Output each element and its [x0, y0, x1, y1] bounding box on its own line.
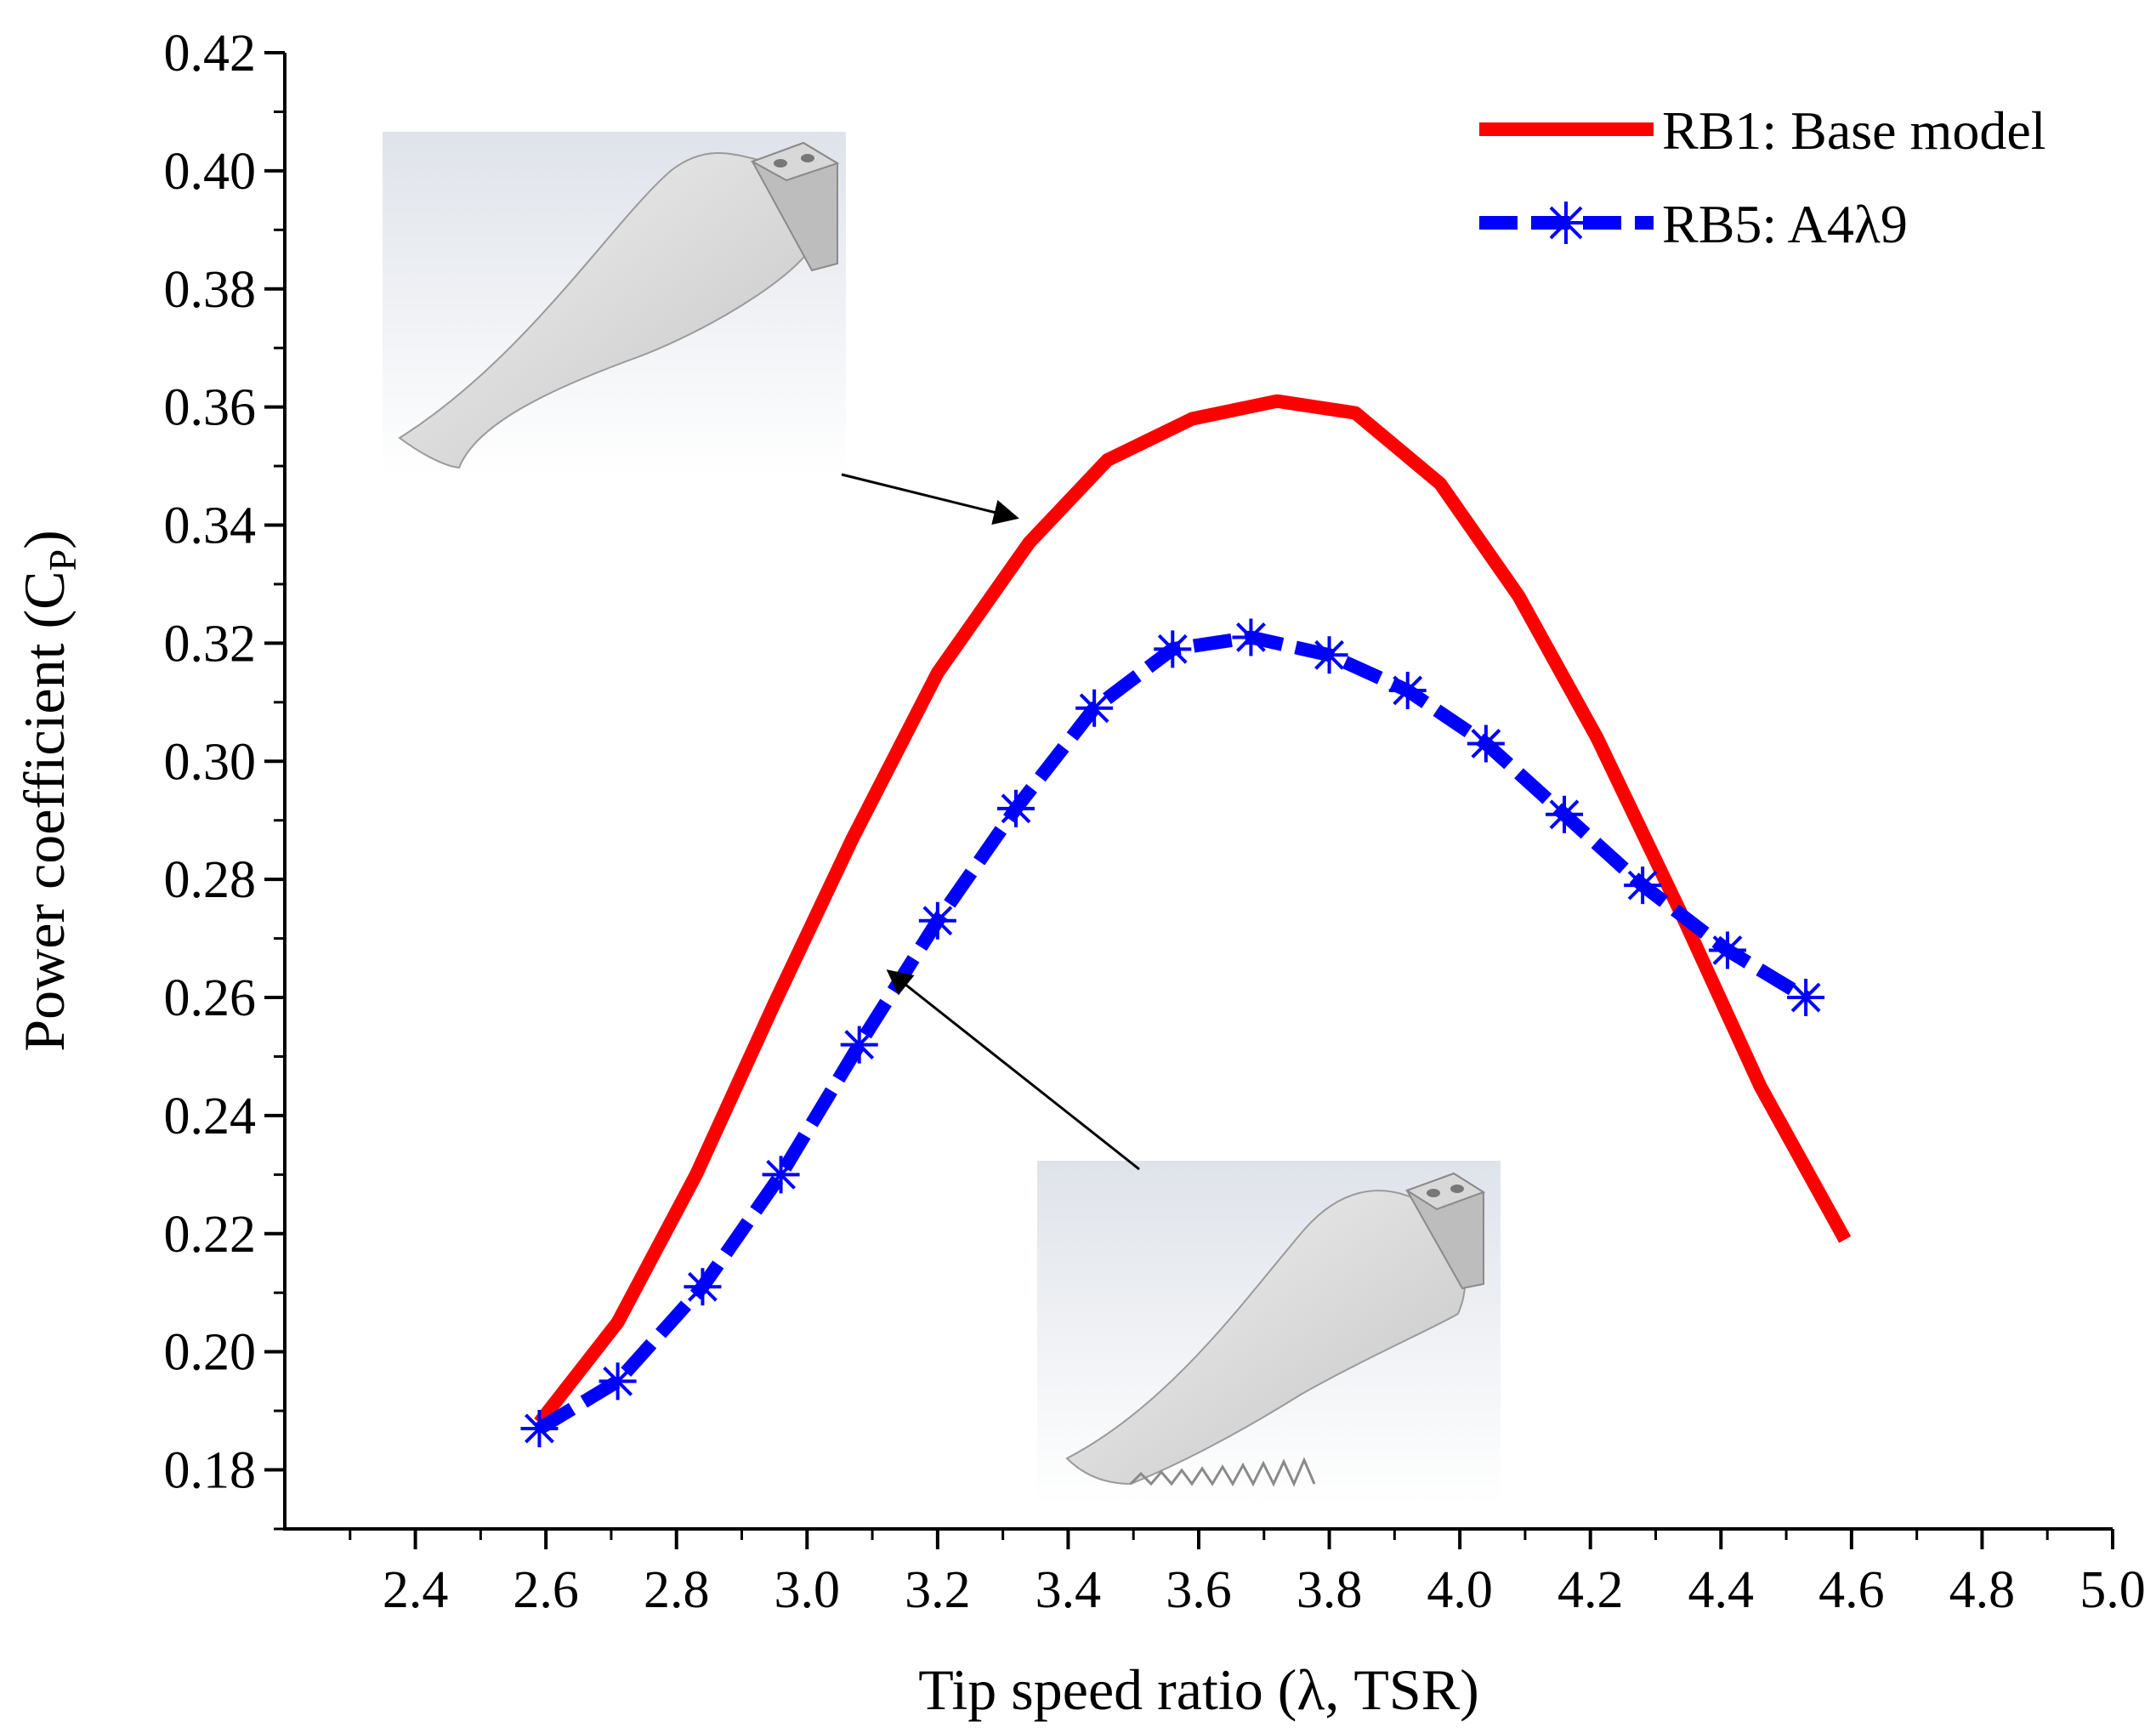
legend-marker-rb5: [1545, 202, 1587, 244]
data-point-rb5: [599, 1362, 637, 1401]
y-tick-label: 0.32: [164, 615, 257, 673]
y-tick-label: 0.26: [164, 969, 257, 1027]
legend-label-rb5: RB5: A4λ9: [1662, 194, 1908, 254]
series-layer: [520, 394, 1852, 1447]
base-blade-image: [383, 132, 846, 476]
x-tick-label: 5.0: [2079, 1561, 2146, 1619]
x-tick-label: 3.2: [905, 1561, 971, 1619]
data-point-rb5: [1310, 636, 1348, 674]
data-point-rb5: [1232, 618, 1270, 656]
data-point-rb5: [840, 1026, 878, 1064]
data-point-rb5: [684, 1268, 722, 1306]
x-tick-label: 3.8: [1296, 1561, 1363, 1619]
x-tick-label: 3.6: [1166, 1561, 1232, 1619]
data-point-rb5: [1708, 931, 1746, 969]
y-tick-label: 0.28: [164, 851, 257, 909]
data-point-rb5: [1787, 979, 1825, 1017]
data-point-rb5: [1546, 795, 1583, 833]
tubercle-blade-arrow: [886, 969, 1140, 1171]
y-tick-label: 0.18: [164, 1442, 257, 1500]
x-tick-label: 4.0: [1427, 1561, 1493, 1619]
axes: 0.18 0.20 0.22 0.24 0.26 0.28 0.30 0.32 0.34 0.36…: [164, 25, 2146, 1619]
y-tick-label: 0.36: [164, 379, 257, 437]
x-tick-label: 2.6: [513, 1561, 579, 1619]
x-tick-label: 2.4: [383, 1561, 449, 1619]
legend: RB1: Base model RB5: A4λ9: [1479, 100, 2046, 254]
y-tick-label: 0.34: [164, 497, 257, 555]
y-tick-label: 0.30: [164, 733, 257, 791]
data-point-rb5: [1624, 866, 1662, 905]
y-tick-label: 0.40: [164, 143, 257, 201]
tubercle-blade-image: [1037, 1161, 1501, 1505]
x-tick-label: 2.8: [644, 1561, 710, 1619]
x-tick-label: 4.8: [1949, 1561, 2016, 1619]
data-point-rb5: [1154, 630, 1192, 668]
y-axis-title: Power coefficient (CP): [12, 530, 84, 1051]
data-point-rb5: [997, 789, 1035, 827]
data-point-rb5: [1075, 689, 1114, 727]
data-point-rb5: [1467, 724, 1505, 763]
y-tick-label: 0.22: [164, 1206, 257, 1264]
base-blade-arrow: [841, 473, 1019, 526]
legend-label-rb1: RB1: Base model: [1662, 100, 2046, 161]
data-point-rb5: [918, 901, 956, 940]
x-axis-title: Tip speed ratio (λ, TSR): [918, 1657, 1478, 1722]
x-tick-label: 4.6: [1818, 1561, 1885, 1619]
y-tick-label: 0.38: [164, 261, 257, 319]
y-tick-label: 0.24: [164, 1088, 257, 1145]
x-tick-label: 3.4: [1035, 1561, 1102, 1619]
data-point-rb5: [520, 1409, 559, 1447]
y-tick-label: 0.42: [164, 25, 257, 82]
y-tick-label: 0.20: [164, 1324, 257, 1382]
data-point-rb5: [1388, 671, 1427, 709]
x-tick-label: 3.0: [774, 1561, 841, 1619]
x-tick-label: 4.4: [1688, 1561, 1755, 1619]
series-line-rb1: [534, 394, 1852, 1427]
x-tick-label: 4.2: [1557, 1561, 1624, 1619]
data-point-rb5: [762, 1156, 800, 1194]
